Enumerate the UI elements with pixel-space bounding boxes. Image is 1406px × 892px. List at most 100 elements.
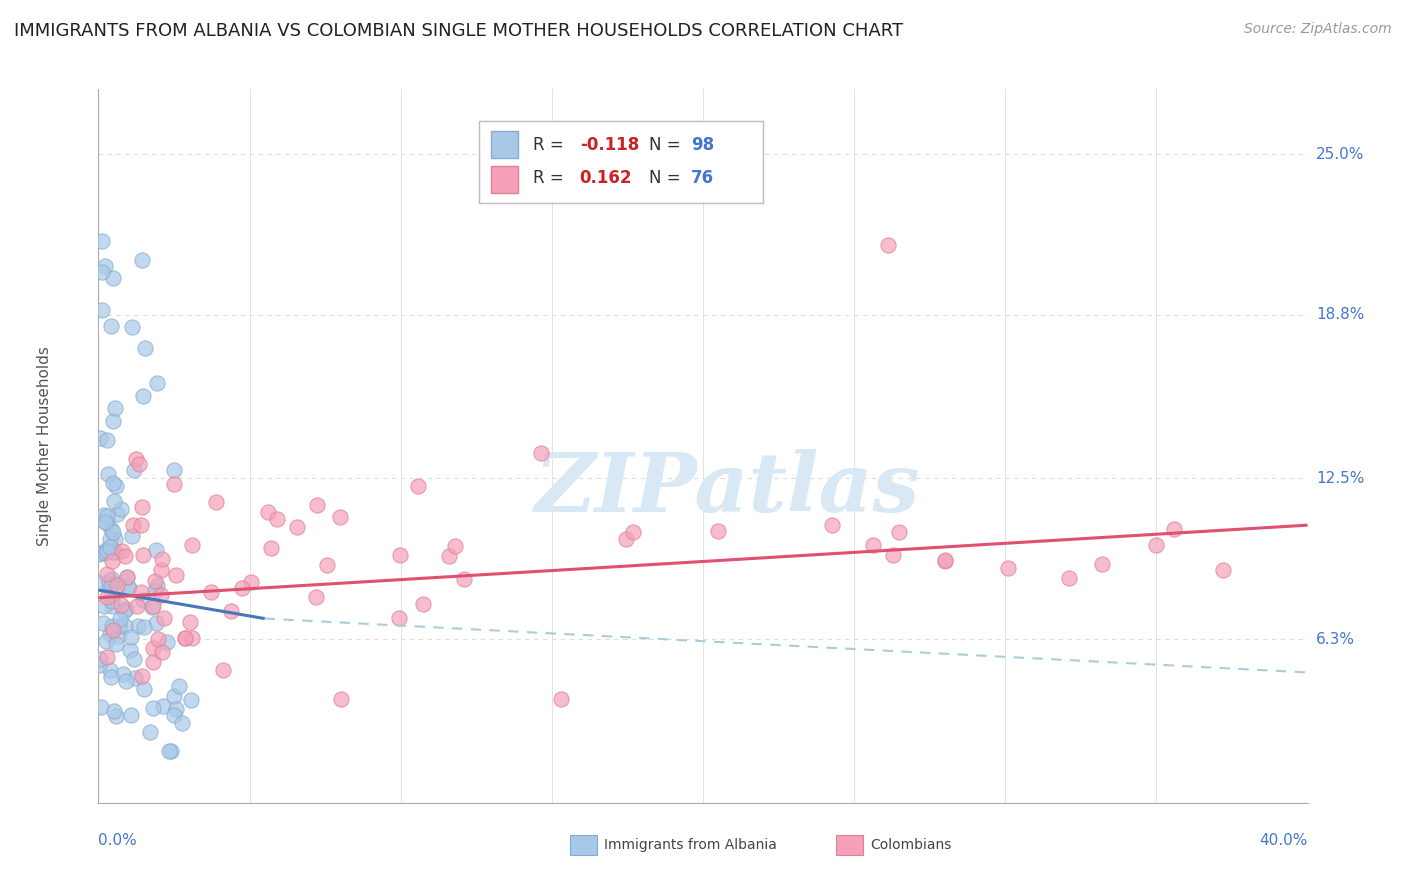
Point bbox=[105, 577, 128, 591]
Point bbox=[101, 545, 124, 559]
Point bbox=[260, 541, 283, 555]
Point bbox=[131, 593, 153, 607]
Point bbox=[97, 574, 120, 588]
Point bbox=[98, 541, 121, 555]
Point bbox=[89, 547, 111, 561]
Point bbox=[103, 576, 125, 591]
Point bbox=[163, 477, 186, 491]
Point bbox=[145, 579, 167, 593]
Point bbox=[122, 652, 145, 666]
Point bbox=[163, 463, 186, 477]
Text: 40.0%: 40.0% bbox=[1260, 833, 1308, 848]
Point bbox=[132, 389, 155, 403]
Point bbox=[530, 446, 553, 460]
Point bbox=[108, 618, 131, 632]
Point bbox=[110, 502, 132, 516]
Point bbox=[103, 270, 125, 285]
Point bbox=[550, 692, 572, 706]
Point bbox=[437, 549, 460, 563]
Point bbox=[134, 681, 156, 696]
Point bbox=[131, 500, 153, 515]
Point bbox=[89, 430, 111, 444]
Point bbox=[111, 544, 134, 558]
Point bbox=[101, 594, 124, 608]
Point bbox=[131, 253, 153, 268]
Point bbox=[98, 532, 121, 546]
Point bbox=[139, 725, 162, 739]
Point bbox=[90, 699, 112, 714]
Point bbox=[330, 692, 353, 706]
FancyBboxPatch shape bbox=[492, 166, 517, 193]
Text: 6.3%: 6.3% bbox=[1316, 632, 1355, 647]
Point bbox=[96, 591, 118, 605]
Text: -0.118: -0.118 bbox=[579, 136, 638, 153]
Point bbox=[98, 581, 121, 595]
Point bbox=[117, 580, 139, 594]
Point bbox=[146, 376, 169, 390]
Point bbox=[453, 573, 475, 587]
Text: Single Mother Households: Single Mother Households bbox=[37, 346, 52, 546]
Point bbox=[103, 475, 125, 490]
Point bbox=[115, 674, 138, 689]
Point bbox=[121, 319, 143, 334]
Point bbox=[96, 543, 118, 558]
Text: Immigrants from Albania: Immigrants from Albania bbox=[603, 838, 776, 852]
Point bbox=[100, 619, 122, 633]
Point bbox=[1091, 557, 1114, 571]
Point bbox=[406, 479, 429, 493]
Point bbox=[163, 689, 186, 703]
Point bbox=[96, 634, 118, 648]
Text: Colombians: Colombians bbox=[870, 838, 952, 852]
Point bbox=[173, 631, 195, 645]
Text: Source: ZipAtlas.com: Source: ZipAtlas.com bbox=[1244, 22, 1392, 37]
Point bbox=[150, 588, 173, 602]
Point bbox=[389, 548, 412, 562]
Point bbox=[104, 533, 127, 547]
Point bbox=[150, 552, 173, 566]
Point bbox=[412, 597, 434, 611]
Point bbox=[240, 575, 263, 590]
Point bbox=[122, 463, 145, 477]
Point bbox=[143, 574, 166, 588]
Point bbox=[114, 549, 136, 563]
Point bbox=[98, 627, 121, 641]
Point bbox=[89, 658, 111, 673]
Point bbox=[145, 615, 167, 630]
Point bbox=[148, 632, 170, 647]
Point bbox=[142, 641, 165, 656]
Point bbox=[111, 667, 134, 681]
Text: N =: N = bbox=[648, 136, 686, 153]
Point bbox=[89, 545, 111, 559]
Point bbox=[142, 701, 165, 715]
Point bbox=[877, 238, 900, 252]
Point bbox=[90, 234, 112, 248]
Point bbox=[96, 509, 118, 524]
Point bbox=[219, 604, 242, 618]
Point bbox=[100, 522, 122, 536]
Point bbox=[707, 524, 730, 538]
Point bbox=[120, 707, 142, 722]
Text: 98: 98 bbox=[690, 136, 714, 153]
Text: 12.5%: 12.5% bbox=[1316, 471, 1364, 486]
Point bbox=[887, 524, 910, 539]
Point bbox=[94, 546, 117, 560]
Point bbox=[101, 554, 124, 568]
Point bbox=[101, 415, 124, 429]
Point bbox=[89, 652, 111, 666]
Point bbox=[127, 599, 149, 614]
Point bbox=[100, 318, 122, 333]
Point bbox=[934, 554, 956, 568]
Point bbox=[100, 670, 122, 684]
Point bbox=[134, 341, 156, 355]
Point bbox=[934, 552, 956, 566]
Text: IMMIGRANTS FROM ALBANIA VS COLOMBIAN SINGLE MOTHER HOUSEHOLDS CORRELATION CHART: IMMIGRANTS FROM ALBANIA VS COLOMBIAN SIN… bbox=[14, 22, 903, 40]
Point bbox=[115, 602, 138, 616]
Point bbox=[329, 510, 352, 524]
Text: N =: N = bbox=[648, 169, 686, 187]
Point bbox=[101, 599, 124, 613]
Point bbox=[156, 635, 179, 649]
Point bbox=[152, 698, 174, 713]
Point bbox=[90, 265, 112, 279]
Point bbox=[1212, 562, 1234, 576]
Point bbox=[1144, 538, 1167, 552]
